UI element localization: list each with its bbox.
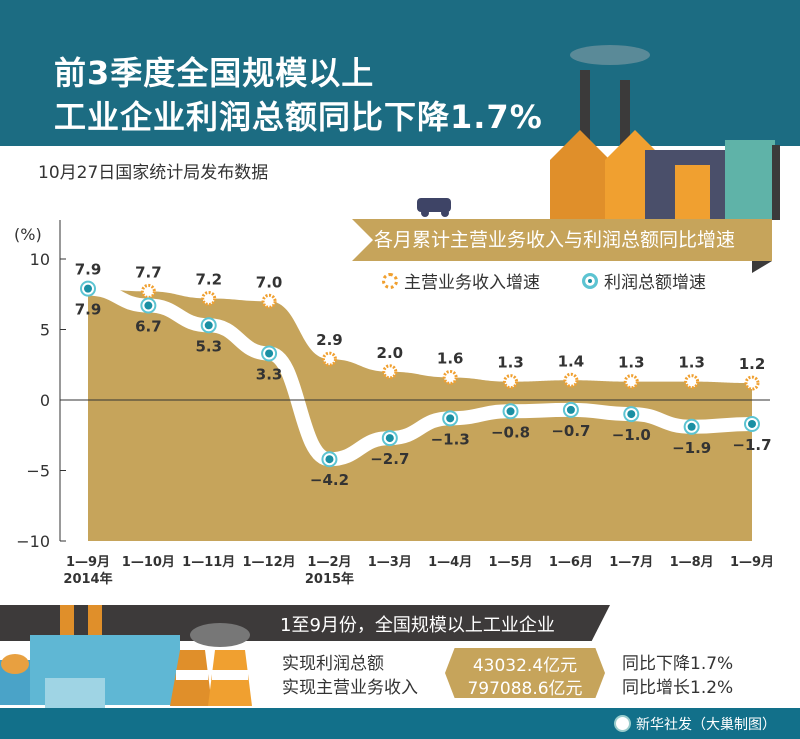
legend-profit: 利润总额增速 <box>582 268 706 293</box>
factory-buildings-icon <box>550 130 780 220</box>
revenue-data-label: 7.0 <box>256 273 283 291</box>
legend-revenue: 主营业务收入增速 <box>382 268 540 293</box>
y-tick-label: 10 <box>30 250 50 269</box>
revenue-point <box>744 375 760 391</box>
values-box: 43032.4亿元 797088.6亿元 <box>445 648 605 698</box>
y-tick-label: 0 <box>40 391 50 410</box>
revenue-data-label: 1.3 <box>678 354 705 372</box>
revenue-data-label: 2.0 <box>377 344 404 362</box>
profit-data-label: −1.0 <box>612 426 651 444</box>
revenue-point <box>503 374 519 390</box>
chart-title-banner: 各月累计主营业务收入与利润总额同比增速 <box>352 219 772 261</box>
revenue-point <box>201 290 217 306</box>
profit-data-label: −1.7 <box>732 436 771 454</box>
title-line-2: 工业企业利润总额同比下降1.7% <box>54 98 543 136</box>
x-tick-label: 1—3月 <box>368 555 412 570</box>
title-line-1: 前3季度全国规模以上 <box>54 54 375 92</box>
profit-point <box>144 301 153 310</box>
credit: 新华社发（大巢制图） <box>636 717 776 733</box>
summary-heading: 1至9月份，全国规模以上工业企业 <box>280 615 555 636</box>
profit-point <box>748 419 756 428</box>
revenue-point <box>140 283 156 299</box>
x-tick-label: 1—11月 <box>182 555 235 570</box>
revenue-point <box>382 364 398 380</box>
profit-data-label: −4.2 <box>310 471 349 489</box>
revenue-data-label: 1.3 <box>618 354 645 372</box>
profit-point <box>687 422 696 431</box>
revenue-data-label: 7.2 <box>195 270 222 288</box>
xinhua-logo-icon <box>614 715 631 732</box>
revenue-point <box>623 374 639 390</box>
y-tick-label: −10 <box>16 532 50 551</box>
x-tick-label: 1—8月 <box>670 555 714 570</box>
profit-data-label: −1.3 <box>431 430 470 448</box>
profit-point <box>566 405 575 414</box>
legend-label: 主营业务收入增速 <box>404 273 540 293</box>
chart: (%) 10 5 0 −5 −10 1—9月 1—10月 1—11月 1—12月 1—2月 1—3月 1… <box>14 220 774 587</box>
revenue-data-label: 1.4 <box>558 352 585 370</box>
revenue-marker-icon <box>382 272 398 289</box>
profit-data-label: −1.9 <box>672 439 711 457</box>
x-tick-label: 1—12月 <box>243 555 296 570</box>
revenue-data-label: 2.9 <box>316 331 343 349</box>
profit-point <box>385 434 394 443</box>
x-tick-label: 1—6月 <box>549 555 593 570</box>
y-tick-label: 5 <box>40 321 50 340</box>
revenue-data-label: 1.6 <box>437 349 464 367</box>
revenue-value: 797088.6亿元 <box>467 679 583 699</box>
truck-icon <box>417 198 451 217</box>
x-tick-label: 1—2月 <box>307 555 351 570</box>
revenue-point <box>684 374 700 390</box>
revenue-data-label: 1.2 <box>739 355 766 373</box>
revenue-data-label: 7.9 <box>75 261 102 279</box>
profit-point <box>506 407 515 416</box>
x-tick-label: 1—9月 <box>730 555 774 570</box>
revenue-point <box>563 372 579 388</box>
profit-point <box>446 414 455 423</box>
banner-fold <box>752 261 772 273</box>
x-tick-label: 1—9月 <box>66 555 110 570</box>
profit-change: 同比下降1.7% <box>622 654 734 674</box>
x-tick-label: 1—7月 <box>609 555 653 570</box>
profit-marker-icon <box>582 272 598 289</box>
profit-point <box>204 321 213 330</box>
profit-data-label: 7.9 <box>75 301 102 319</box>
revenue-change: 同比增长1.2% <box>622 678 734 698</box>
profit-data-label: 5.3 <box>195 337 222 355</box>
footer: 新华社发（大巢制图） <box>0 708 800 739</box>
profit-data-label: −2.7 <box>370 450 409 468</box>
profit-point <box>325 455 334 464</box>
legend-label: 利润总额增速 <box>604 273 706 293</box>
revenue-point <box>261 293 277 309</box>
factory-illustration <box>570 45 650 160</box>
profit-value: 43032.4亿元 <box>472 656 578 676</box>
year-label: 2014年 <box>63 571 112 587</box>
profit-point <box>627 410 636 419</box>
profit-label: 实现利润总额 <box>282 654 384 674</box>
profit-data-label: 3.3 <box>256 365 283 383</box>
profit-data-label: −0.7 <box>551 422 590 440</box>
x-tick-label: 1—4月 <box>428 555 472 570</box>
revenue-point <box>442 369 458 385</box>
subtitle: 10月27日国家统计局发布数据 <box>38 163 269 183</box>
header-band: 前3季度全国规模以上 工业企业利润总额同比下降1.7% <box>0 0 800 160</box>
revenue-point <box>321 351 337 367</box>
revenue-data-label: 7.7 <box>135 263 162 281</box>
revenue-label: 实现主营业务收入 <box>282 678 418 698</box>
x-tick-label: 1—10月 <box>122 555 175 570</box>
revenue-data-label: 1.3 <box>497 354 524 372</box>
profit-point <box>84 284 92 293</box>
y-tick-label: −5 <box>26 462 50 481</box>
profit-data-label: −0.8 <box>491 423 530 441</box>
year-label: 2015年 <box>305 571 354 587</box>
x-tick-label: 1—5月 <box>488 555 532 570</box>
profit-data-label: 6.7 <box>135 318 162 336</box>
y-axis-unit: (%) <box>14 225 42 244</box>
industrial-plant-illustration <box>0 605 252 708</box>
profit-point <box>265 349 274 358</box>
